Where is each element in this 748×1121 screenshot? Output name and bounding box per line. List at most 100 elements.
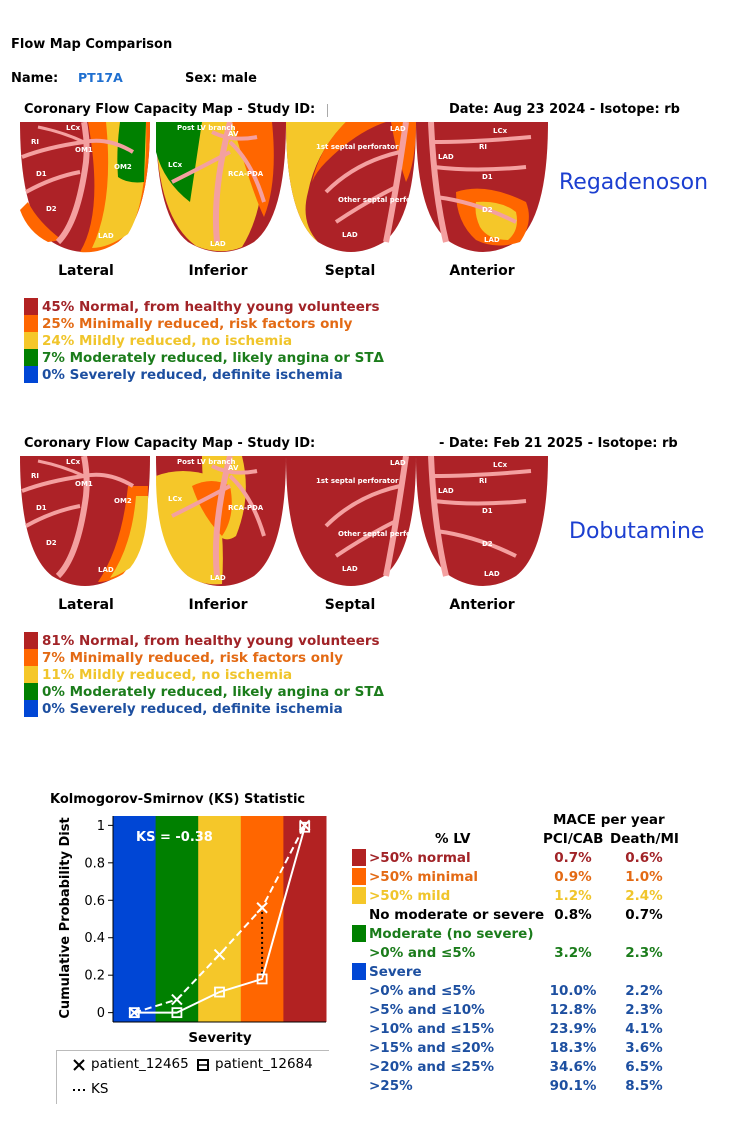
study2-legend-moderate-text: 0% Moderately reduced, likely angina or … [42, 683, 384, 700]
study2-septal-label-lad: LAD [342, 565, 358, 573]
ks-yticks: 0 0.2 0.4 0.6 0.8 1 [84, 819, 113, 1021]
mace-row: Severe [352, 962, 539, 981]
study2-inferior-label-av: AV [228, 464, 239, 472]
mace-row: >0% and ≤5% 3.2% 2.3% [352, 943, 663, 962]
mace-row: >15% and ≤20% 18.3% 3.6% [352, 1038, 663, 1057]
mace-row-death: 3.6% [625, 1039, 663, 1056]
minimal-swatch [352, 868, 366, 885]
ks-series [128, 819, 311, 1019]
study2-lateral-label-d1: D1 [36, 504, 47, 512]
mace-row-pci: 10.0% [549, 982, 597, 999]
mace-row: >0% and ≤5% 10.0% 2.2% [352, 981, 663, 1000]
mace-row: >20% and ≤25% 34.6% 6.5% [352, 1057, 663, 1076]
study1-anterior-label-d2: D2 [482, 206, 493, 214]
ks-legend: patient_12465 patient_12684 KS [56, 1050, 329, 1104]
mace-row-label: Moderate (no severe) [369, 925, 534, 942]
study2-flow-maps: LCx RI OM1 OM2 D1 D2 LAD Post LV branch … [20, 456, 548, 586]
marker-square-patient_12684 [128, 1007, 140, 1019]
study1-stress-agent: Regadenoson [559, 170, 709, 195]
study2-legend-minimal: 7% Minimally reduced, risk factors only [24, 649, 343, 666]
study1-septal-label-lad-top: LAD [390, 125, 406, 133]
mace-row: >50% normal 0.7% 0.6% [352, 848, 663, 867]
y-tick-label: 0.6 [84, 894, 105, 909]
severity-band-4 [283, 816, 327, 1022]
study1-legend-minimal: 25% Minimally reduced, risk factors only [24, 315, 352, 332]
y-tick-label: 0.2 [84, 969, 105, 984]
ks-chart: 0 0.2 0.4 0.6 0.8 1 KS = -0.38 Severity Cumul… [58, 816, 327, 1046]
mace-row-label: >50% minimal [369, 868, 479, 885]
mace-row-pci: 3.2% [554, 944, 592, 961]
study2-septal-label-other: Other septal perforators [338, 530, 435, 538]
marker-square-patient_12684 [214, 986, 225, 998]
marker-stroke [256, 902, 268, 914]
mace-row-death: 0.7% [625, 906, 663, 923]
study1-legend-normal-text: 45% Normal, from healthy young volunteer… [42, 298, 380, 315]
study2-lateral-map: LCx RI OM1 OM2 D1 D2 LAD [20, 456, 150, 586]
marker-square-patient_12684 [171, 1007, 183, 1019]
mace-row-death: 2.3% [625, 1001, 663, 1018]
marker-square-patient_12684 [256, 973, 268, 985]
study1-date: Date: Aug 23 2024 - Isotope: rb [449, 102, 680, 117]
study2-inferior-label-lad: LAD [210, 574, 226, 582]
mace-row-pci: 12.8% [549, 1001, 597, 1018]
study1-anterior-label-lad: LAD [484, 236, 500, 244]
study1-view-inferior: Inferior [188, 263, 248, 279]
y-tick-label: 1 [97, 819, 105, 834]
study2-date: - Date: Feb 21 2025 - Isotope: rb [439, 436, 678, 451]
ks-annotation: KS = -0.38 [136, 830, 213, 845]
mace-row-death: 0.6% [625, 849, 663, 866]
study2-legend-moderate: 0% Moderately reduced, likely angina or … [24, 683, 384, 700]
mace-row-label: >0% and ≤5% [369, 982, 476, 999]
sex-label: Sex: male [185, 71, 257, 86]
severity-band-3 [240, 816, 284, 1022]
ks-chart-title: Kolmogorov-Smirnov (KS) Statistic [50, 792, 306, 807]
study1-legend-mild-text: 24% Mildly reduced, no ischemia [42, 332, 293, 349]
study2-anterior-label-lad: LAD [484, 570, 500, 578]
dotted-line-icon [73, 1089, 85, 1091]
study1-legend-severe-text: 0% Severely reduced, definite ischemia [42, 366, 343, 383]
study1-septal-label-lad: LAD [342, 231, 358, 239]
mild-swatch [24, 666, 38, 683]
mace-row-death: 8.5% [625, 1077, 663, 1094]
mace-title: MACE per year [553, 812, 665, 828]
marker-stroke [213, 948, 226, 961]
mace-row: Moderate (no severe) [352, 924, 539, 943]
mild-swatch [352, 887, 366, 904]
y-tick-label: 0 [97, 1006, 105, 1021]
minimal-swatch [24, 315, 38, 332]
normal-swatch [24, 632, 38, 649]
study1-septal-label-other: Other septal perforators [338, 196, 435, 204]
study1-lateral-label-ri: RI [31, 138, 39, 146]
study2-legend-severe: 0% Severely reduced, definite ischemia [24, 700, 343, 717]
study1-lateral-label-om2: OM2 [114, 163, 132, 171]
study2-anterior-label-lcx: LCx [493, 461, 508, 469]
moderate-swatch [352, 925, 366, 942]
mace-row: No moderate or severe 0.8% 0.7% [352, 905, 663, 924]
mace-col-death: Death/MI [610, 831, 679, 847]
y-axis-label: Cumulative Probability Dist [58, 817, 73, 1018]
name-label: Name: [11, 71, 59, 86]
mace-row: >5% and ≤10% 12.8% 2.3% [352, 1000, 663, 1019]
patient-name: PT17A [78, 70, 123, 85]
study2-legend-normal-text: 81% Normal, from healthy young volunteer… [42, 632, 380, 649]
study2-view-septal: Septal [324, 597, 376, 613]
study2-view-lateral: Lateral [58, 597, 114, 613]
mace-row-label: >50% mild [369, 887, 451, 904]
study1-legend-mild: 24% Mildly reduced, no ischemia [24, 332, 292, 349]
mace-row-pci: 0.7% [554, 849, 592, 866]
study2-stress-agent: Dobutamine [569, 519, 705, 544]
study2-inferior-label-rca-pda: RCA-PDA [228, 504, 264, 512]
study1-title: Coronary Flow Capacity Map - Study ID: [24, 102, 316, 117]
normal-swatch [352, 849, 366, 866]
mace-row-pci: 0.8% [554, 906, 592, 923]
study2-inferior-label-post-lv: Post LV branch [177, 458, 236, 466]
ks-bands [113, 816, 327, 1022]
page-title: Flow Map Comparison [11, 37, 173, 52]
study2-septal-map: LAD 1st septal perforator Other septal p… [286, 456, 435, 586]
marker-x-patient_12465 [213, 948, 226, 961]
moderate-swatch [24, 349, 38, 366]
study1-inferior-label-av: AV [228, 130, 239, 138]
study1-lateral-label-d1: D1 [36, 170, 47, 178]
legend-patient-a: patient_12465 [91, 1056, 189, 1072]
mace-row-death: 2.3% [625, 944, 663, 961]
